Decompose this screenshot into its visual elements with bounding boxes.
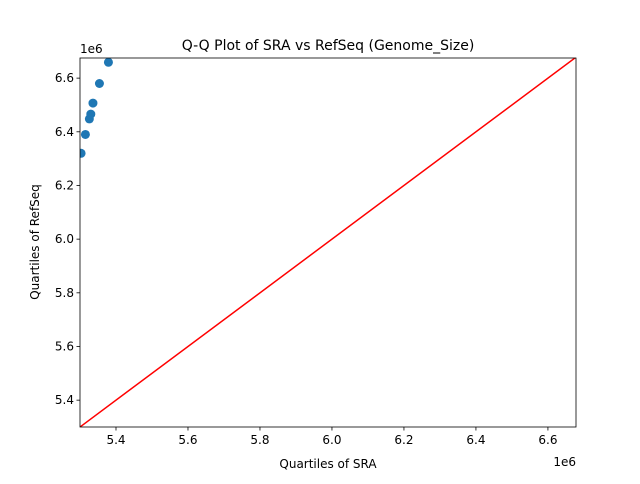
y-tick-label: 6.6: [55, 71, 74, 85]
y-offset-label: 1e6: [80, 42, 103, 56]
data-point: [103, 58, 113, 67]
x-tick-label: 6.4: [466, 433, 485, 447]
y-tick-label: 5.8: [55, 286, 74, 300]
y-tick-label: 6.4: [55, 125, 74, 139]
data-point: [86, 109, 96, 119]
data-point: [88, 98, 98, 108]
chart-title: Q-Q Plot of SRA vs RefSeq (Genome_Size): [182, 38, 475, 54]
axes-frame: [79, 57, 577, 428]
y-axis-label: Quartiles of RefSeq: [28, 184, 42, 300]
x-tick-label: 5.6: [178, 433, 197, 447]
x-tick-label: 5.4: [106, 433, 125, 447]
data-point: [80, 148, 86, 158]
x-tick-label: 6.6: [538, 433, 557, 447]
y-tick-label: 6.0: [55, 232, 74, 246]
x-tick-label: 6.0: [322, 433, 341, 447]
x-axis-label: Quartiles of SRA: [279, 457, 377, 471]
x-offset-label: 1e6: [553, 455, 576, 469]
y-tick-label: 6.2: [55, 178, 74, 192]
y-tick-label: 5.6: [55, 339, 74, 353]
y-tick-label: 5.4: [55, 393, 74, 407]
reference-line: [80, 58, 576, 427]
data-point: [94, 78, 104, 88]
x-tick-label: 5.8: [250, 433, 269, 447]
x-tick-label: 6.2: [394, 433, 413, 447]
data-point: [80, 129, 90, 139]
